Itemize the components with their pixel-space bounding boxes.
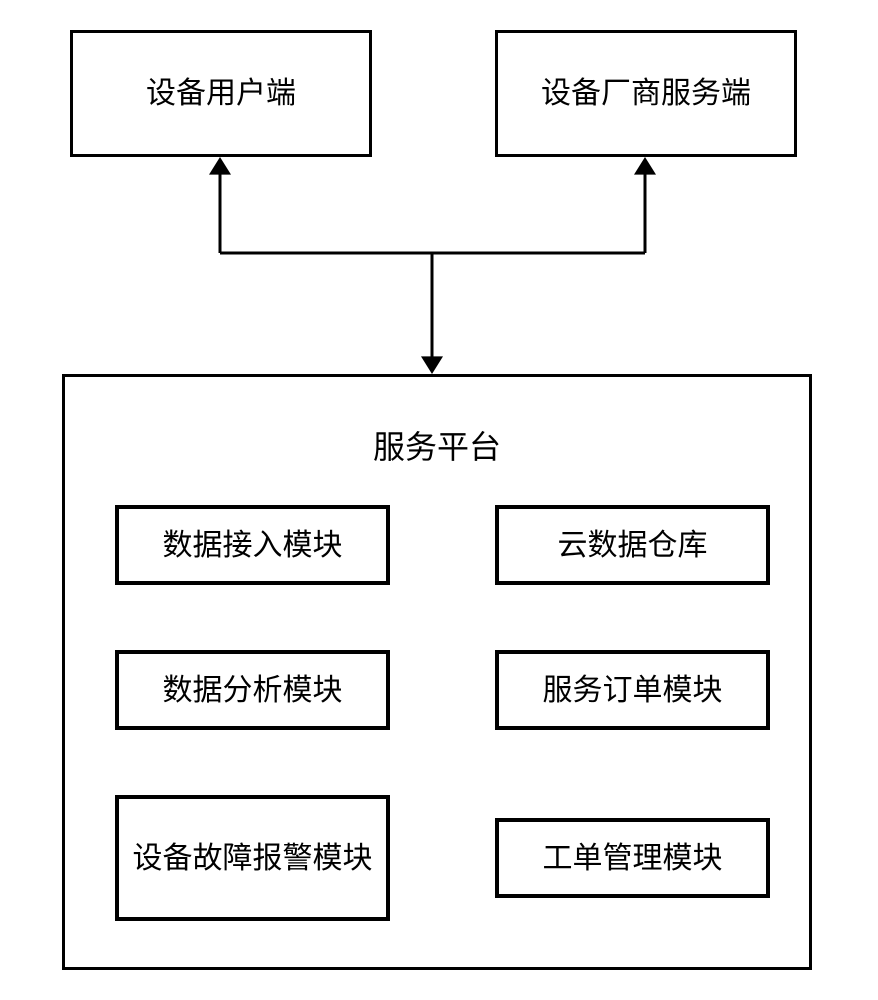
data-analysis-module-box: 数据分析模块 [115,650,390,730]
fault-alarm-module-label: 设备故障报警模块 [133,839,373,878]
cloud-data-warehouse-box: 云数据仓库 [495,505,770,585]
work-order-module-box: 工单管理模块 [495,818,770,898]
cloud-data-warehouse-label: 云数据仓库 [558,526,708,565]
data-analysis-module-label: 数据分析模块 [163,671,343,710]
service-platform-title: 服务平台 [373,427,501,469]
fault-alarm-module-box: 设备故障报警模块 [115,795,390,921]
service-order-module-box: 服务订单模块 [495,650,770,730]
work-order-module-label: 工单管理模块 [543,839,723,878]
service-order-module-label: 服务订单模块 [543,671,723,710]
data-access-module-box: 数据接入模块 [115,505,390,585]
data-access-module-label: 数据接入模块 [163,526,343,565]
